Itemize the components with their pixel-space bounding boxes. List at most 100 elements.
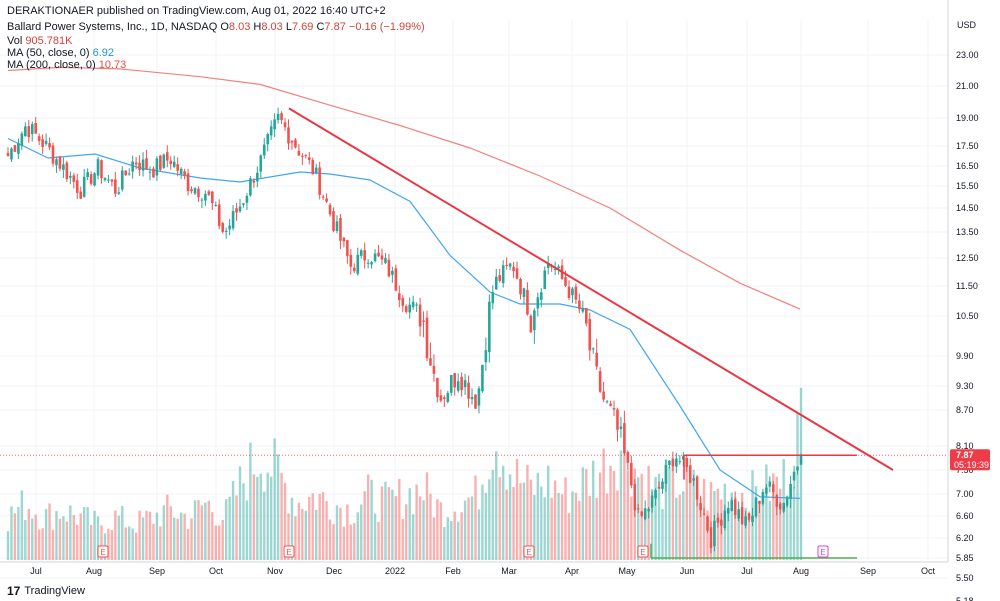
candle-body: [730, 500, 734, 511]
volume-bar: [692, 469, 695, 560]
volume-legend: Vol 905.781K: [7, 34, 72, 48]
candle-body: [366, 262, 370, 264]
volume-bar: [772, 473, 775, 560]
volume-bar: [678, 494, 681, 560]
volume-bar: [10, 506, 13, 560]
volume-bar: [72, 515, 75, 560]
ohlc-o: 8.03: [228, 21, 251, 33]
candle-body: [564, 277, 567, 286]
volume-bar: [650, 488, 654, 560]
volume-bar: [224, 499, 228, 560]
y-tick-label: 21.00: [956, 81, 979, 91]
candle-body: [172, 161, 176, 167]
candle-body: [245, 195, 249, 203]
volume-bar: [20, 490, 24, 560]
volume-bar: [51, 529, 55, 560]
candle-body: [276, 113, 280, 121]
candle-body: [179, 168, 183, 174]
volume-bar: [453, 511, 456, 560]
candle-body: [789, 483, 792, 499]
volume-bar: [273, 438, 276, 560]
candle-body: [134, 162, 138, 165]
volume-bar: [661, 509, 664, 560]
volume-bar: [765, 464, 768, 560]
volume-bar: [211, 512, 214, 560]
x-tick-label: Feb: [445, 566, 461, 576]
volume-bar: [41, 528, 44, 560]
volume-bar: [668, 466, 671, 560]
volume-bar: [574, 492, 578, 560]
volume-bar: [422, 500, 425, 560]
candle-body: [699, 503, 702, 511]
candle-body: [252, 180, 256, 183]
volume-bar: [148, 511, 152, 560]
volume-bar: [529, 479, 533, 560]
y-tick-label: 6.60: [956, 511, 974, 521]
volume-bar: [65, 521, 69, 560]
volume-bar: [547, 465, 550, 560]
ma50-value: 6.92: [92, 47, 115, 59]
volume-bar: [6, 531, 10, 560]
volume-bar: [301, 508, 304, 560]
candle-body: [6, 152, 10, 157]
volume-bar: [17, 507, 20, 560]
candle-body: [539, 292, 543, 300]
x-tick-label: Jun: [680, 566, 695, 576]
candle-body: [446, 392, 450, 402]
earnings-marker-icon[interactable]: [637, 545, 649, 558]
candle-body: [585, 307, 588, 324]
candle-body: [269, 126, 273, 136]
vol-value: 905.781K: [25, 35, 73, 47]
candle-body: [695, 476, 699, 500]
candle-body: [740, 507, 744, 524]
volume-bar: [581, 467, 585, 560]
candle-body: [737, 509, 740, 519]
candle-body: [401, 297, 405, 306]
volume-bar: [214, 525, 217, 560]
earnings-marker-icon[interactable]: [283, 545, 295, 558]
volume-bar: [221, 519, 224, 560]
candle-body: [141, 159, 145, 171]
ma50-path: [7, 137, 801, 499]
candle-body: [519, 278, 522, 295]
x-tick-label: Jul: [741, 566, 753, 576]
ohlc-o-label: O: [220, 21, 229, 33]
candle-body: [685, 457, 689, 467]
earnings-marker-icon[interactable]: [97, 545, 109, 558]
candle-body: [335, 221, 339, 232]
volume-bar: [425, 472, 429, 560]
volume-bar: [450, 520, 453, 560]
vol-label: Vol: [7, 35, 23, 47]
volume-bar: [252, 474, 256, 560]
volume-bar: [377, 521, 380, 560]
candle-body: [796, 466, 799, 471]
candle-body: [647, 508, 650, 512]
volume-bar: [398, 479, 401, 560]
earnings-marker-icon[interactable]: [817, 545, 829, 558]
candle-body: [311, 159, 315, 175]
volume-bar: [702, 478, 706, 560]
candle-body: [207, 191, 211, 195]
time-axis[interactable]: Jul Aug Sep Oct Nov Dec 2022 Feb Mar Apr May Jun Jul…: [0, 561, 948, 576]
volume-bar: [491, 469, 495, 560]
volume-bar: [394, 496, 398, 560]
volume-bar: [335, 505, 339, 560]
volume-bar: [356, 512, 359, 560]
ohlc-l-label: L: [285, 21, 292, 33]
candle-body: [467, 382, 470, 399]
volume-bar: [609, 465, 612, 560]
candle-body: [82, 176, 86, 197]
candle-body: [10, 148, 13, 160]
x-tick-label: Sep: [149, 566, 165, 576]
candle-body: [228, 225, 231, 230]
volume-bar: [785, 495, 789, 560]
earnings-marker-icon[interactable]: [523, 545, 535, 558]
volume-bar: [709, 481, 713, 560]
volume-bar: [685, 464, 688, 560]
candle-body: [145, 158, 148, 170]
candle-body: [51, 145, 55, 164]
volume-bar: [526, 464, 529, 560]
